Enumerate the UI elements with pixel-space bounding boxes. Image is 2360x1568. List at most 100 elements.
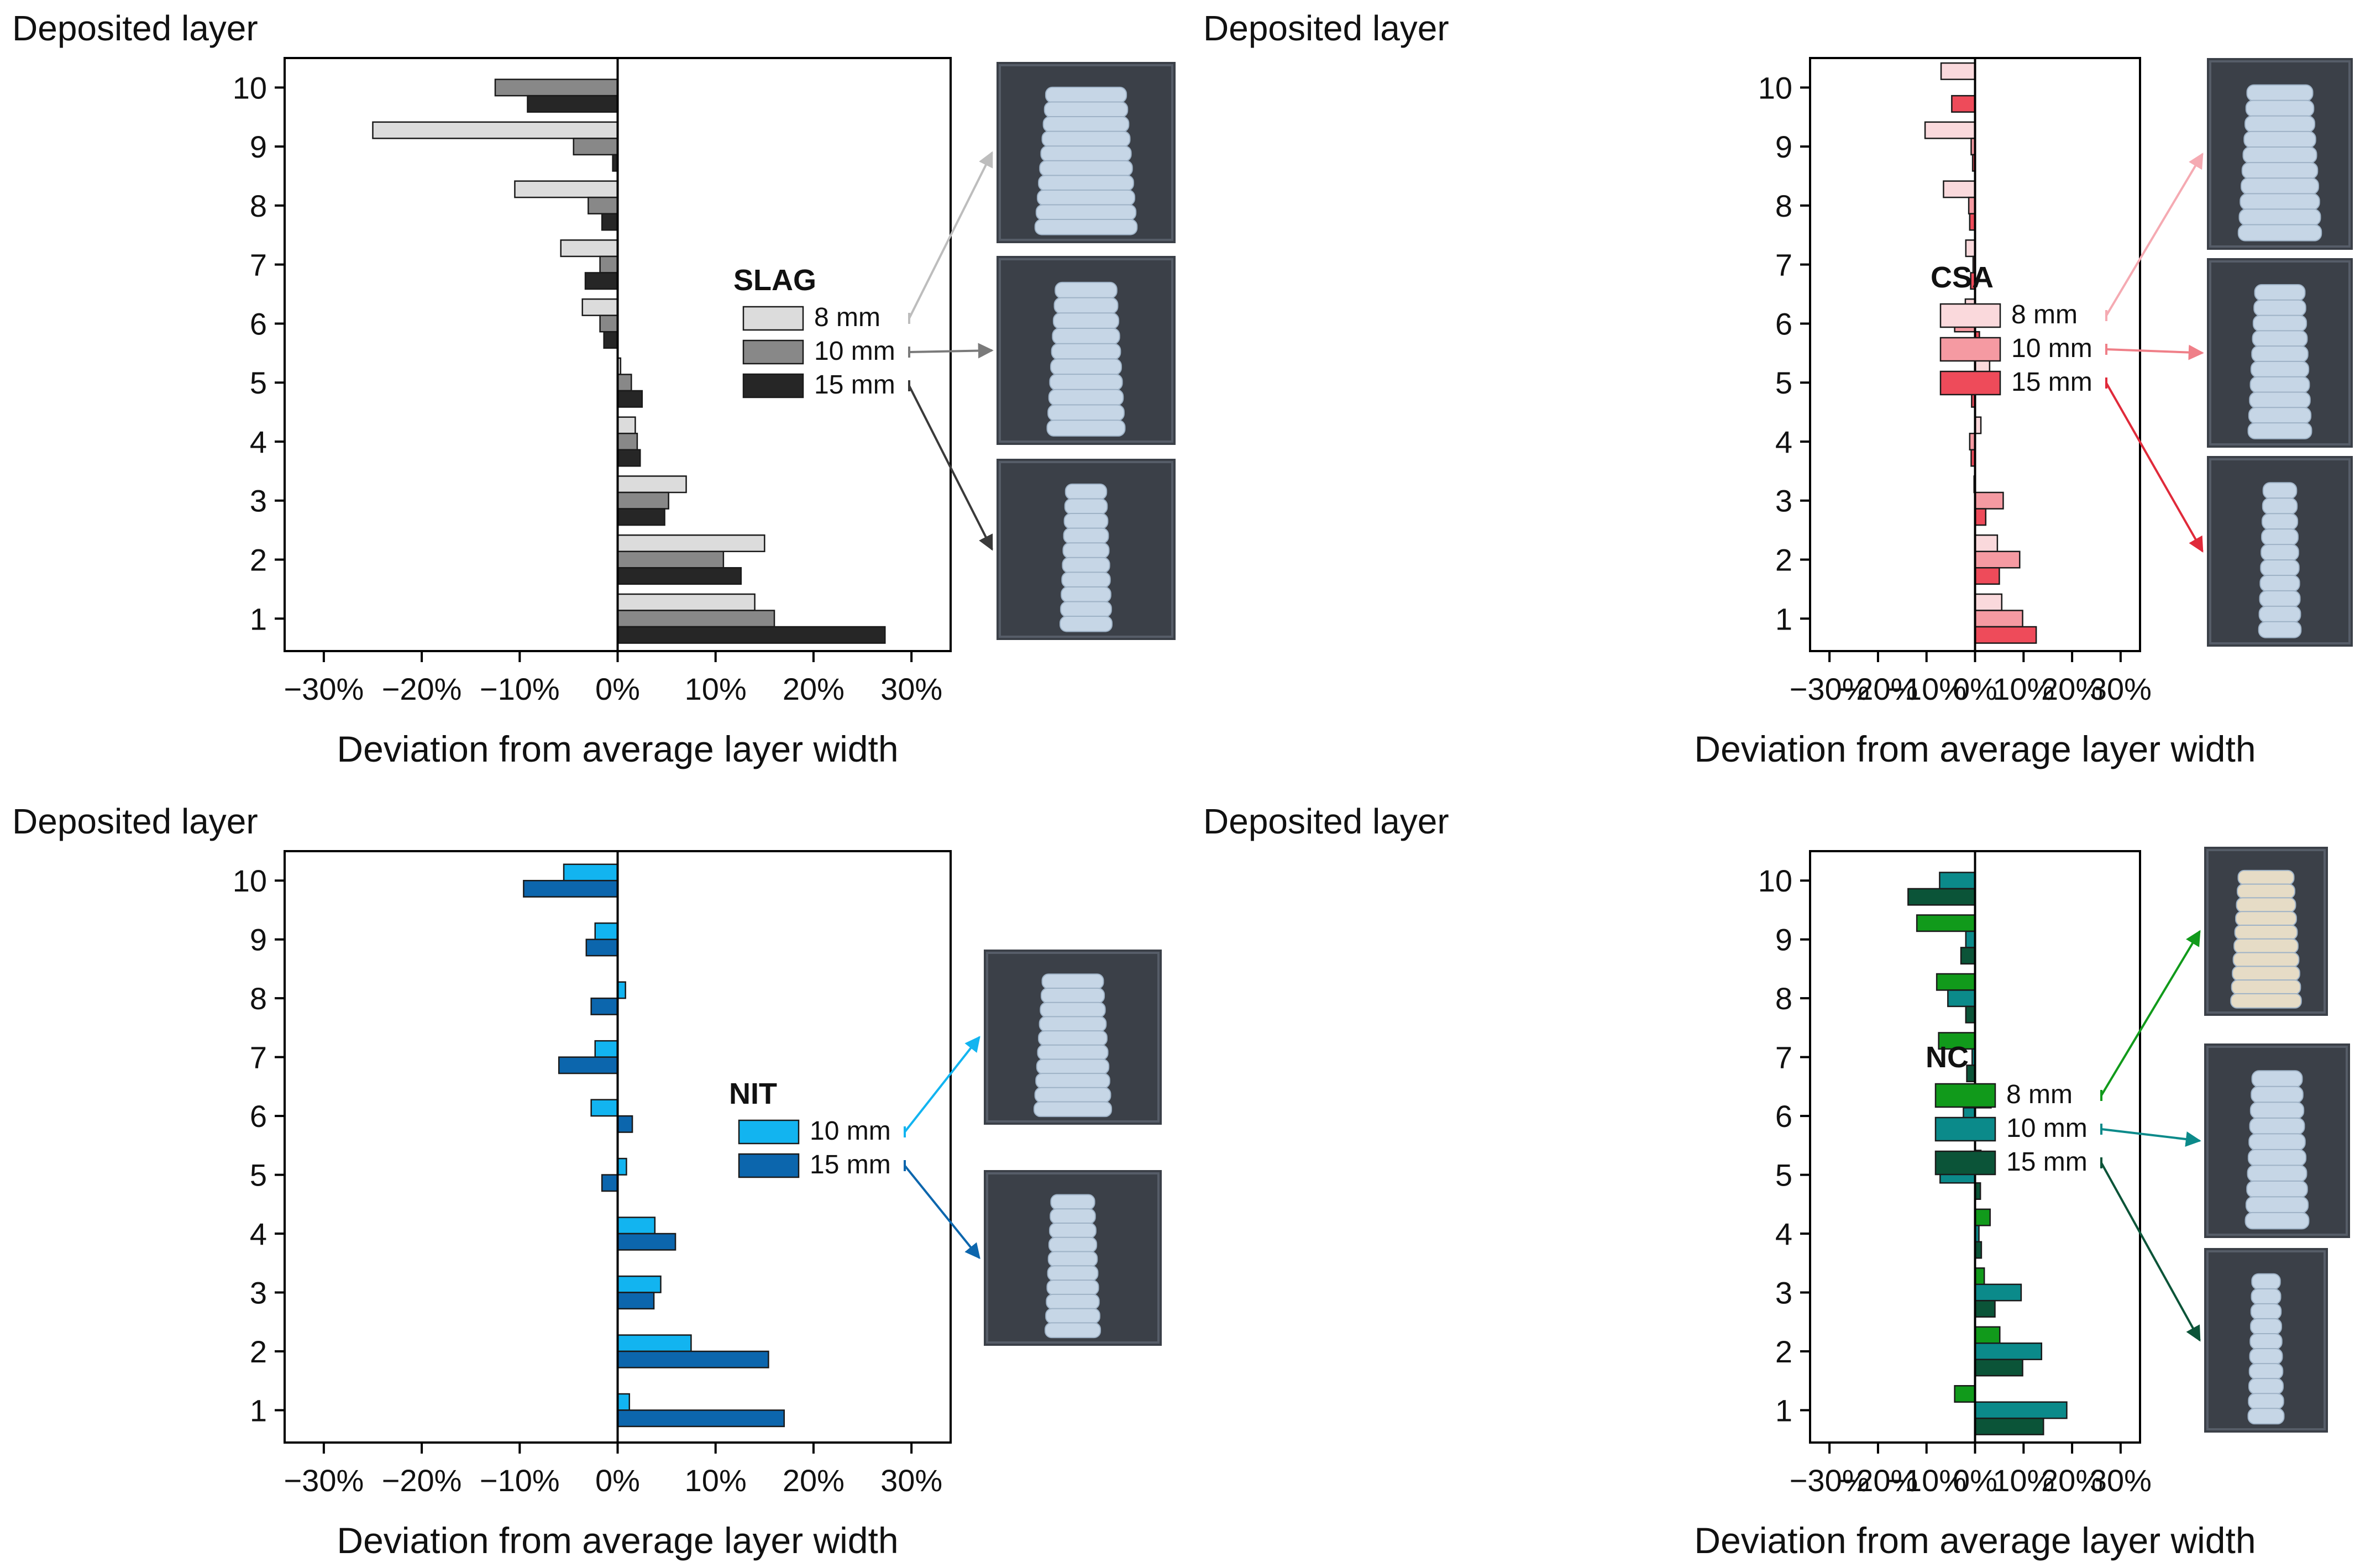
bar-nit-10mm-layer-5 [617,1157,627,1176]
specimen-layer [1061,586,1111,603]
specimen-layer [2248,1393,2284,1410]
legend-swatch [1934,1083,1996,1108]
bar-nc-10mm-layer-2 [1974,1342,2043,1360]
specimen-layer [1036,189,1136,206]
specimen-layer [1050,1194,1095,1210]
bar-nit-10mm-layer-7 [594,1040,618,1058]
legend-label: 8 mm [2011,300,2078,329]
bar-slag-15mm-layer-2 [617,567,742,585]
bar-nc-8mm-layer-8 [1936,973,1976,991]
specimen-layer [1034,1087,1111,1103]
y-axis-title: Deposited layer [12,8,258,48]
specimen-photo-3 [2204,1248,2328,1433]
y-tick-label: 10 [1758,863,1792,898]
specimen-photo-1 [2204,847,2328,1016]
y-tick-label: 9 [250,922,267,957]
bar-nc-15mm-layer-8 [1965,1005,1976,1024]
specimen-layer [1042,116,1130,133]
panel-nit: Deposited layer 1 2 3 4 5 6 7 8 9 10 −30% −20% −10% 0%… [12,801,1162,1561]
bar-nit-15mm-layer-10 [523,879,618,898]
bar-nc-15mm-layer-1 [1974,1417,2044,1435]
y-tick-label: 4 [1775,1216,1792,1251]
specimen-layer [2252,330,2308,348]
specimen-photo-3 [2207,456,2353,647]
legend: SLAG 8 mm 10 mm 15 mm [733,264,895,400]
y-axis-title: Deposited layer [1203,8,1449,48]
legend-title: NIT [729,1077,777,1110]
bar-nit-15mm-layer-3 [617,1292,655,1310]
y-tick-label: 10 [233,863,267,898]
legend-title: CSA [1931,261,1994,294]
specimen-layer [1046,419,1126,437]
specimen-layer [2259,590,2301,607]
bar-nit-15mm-layer-8 [590,997,618,1015]
y-tick-label: 9 [250,129,267,164]
bar-slag-10mm-layer-4 [617,432,638,450]
specimen-layer [1053,297,1119,314]
specimen-layer [1050,1208,1096,1225]
specimen-layer [2249,1102,2305,1119]
y-tick-label: 10 [233,70,267,105]
specimen-layer [1039,160,1133,177]
specimen-layer [2242,146,2317,164]
specimen-photo-2 [2204,1043,2350,1238]
x-tick-label: 20% [2041,1463,2103,1498]
specimen-layer [1043,101,1129,118]
specimen-layer [2261,513,2299,531]
specimen-layer [1040,988,1105,1004]
bar-csa-10mm-layer-3 [1974,491,2004,510]
specimen-layer [2241,162,2319,180]
panel-csa: Deposited layer 1 2 3 4 5 6 7 8 9 10 −30%−20%−10%0%… [1203,8,2353,769]
photo-vignette [2206,849,2326,1014]
bar-slag-8mm-layer-8 [514,180,618,198]
specimen-layer [1037,1044,1109,1061]
x-tick-label: −10% [480,672,560,706]
specimen-layer [2238,208,2321,226]
y-tick-label: 2 [250,1334,267,1369]
specimen-layer [2234,924,2298,940]
specimen-layer [1046,1279,1099,1296]
specimen-layer [2246,84,2314,102]
x-axis-title: Deviation from average layer width [1694,728,2256,769]
specimen-photo-3 [997,459,1176,640]
y-tick-label: 5 [250,1158,267,1193]
bar-slag-10mm-layer-9 [573,138,618,156]
specimen-layer [1041,130,1131,148]
specimen-layer [2248,1378,2284,1395]
bar-nit-15mm-layer-1 [617,1409,785,1428]
specimen-layer [2237,883,2295,899]
x-tick-label: −10% [1886,672,1966,706]
bar-nit-10mm-layer-1 [617,1393,631,1411]
bar-nit-10mm-layer-2 [617,1334,692,1352]
x-tick-label: −30% [1790,672,1870,706]
specimen-layer [2245,1196,2309,1214]
bar-nit-10mm-layer-6 [590,1099,618,1117]
specimen-layer [2254,284,2306,301]
bar-nit-10mm-layer-3 [617,1275,662,1293]
specimen-layer [1052,327,1120,345]
legend-label: 10 mm [810,1116,891,1146]
photo-vignette [2209,60,2351,248]
legend: NIT 10 mm 15 mm [729,1077,891,1179]
specimen-layer [2261,544,2299,562]
series-8-mm [372,121,765,611]
x-tick-label: −30% [284,1463,364,1498]
x-tick-label: 0% [595,672,640,706]
specimen-layer [1033,1101,1113,1118]
bar-nit-15mm-layer-6 [617,1115,633,1133]
y-tick-label: 3 [1775,484,1792,518]
y-tick-label: 8 [250,981,267,1016]
specimen-layer [2245,99,2315,117]
y-tick-label: 5 [1775,1158,1792,1193]
bar-slag-10mm-layer-5 [617,374,632,392]
bar-slag-10mm-layer-1 [617,610,775,628]
y-tick-label: 1 [1775,601,1792,636]
y-axis-title: Deposited layer [1203,801,1449,841]
bar-nc-10mm-layer-3 [1974,1283,2022,1302]
specimen-layer [2241,177,2319,195]
series-15-mm [1951,95,2037,644]
legend-label: 10 mm [814,337,895,366]
specimen-layer [1046,1293,1100,1310]
specimen-layer [2248,407,2312,424]
